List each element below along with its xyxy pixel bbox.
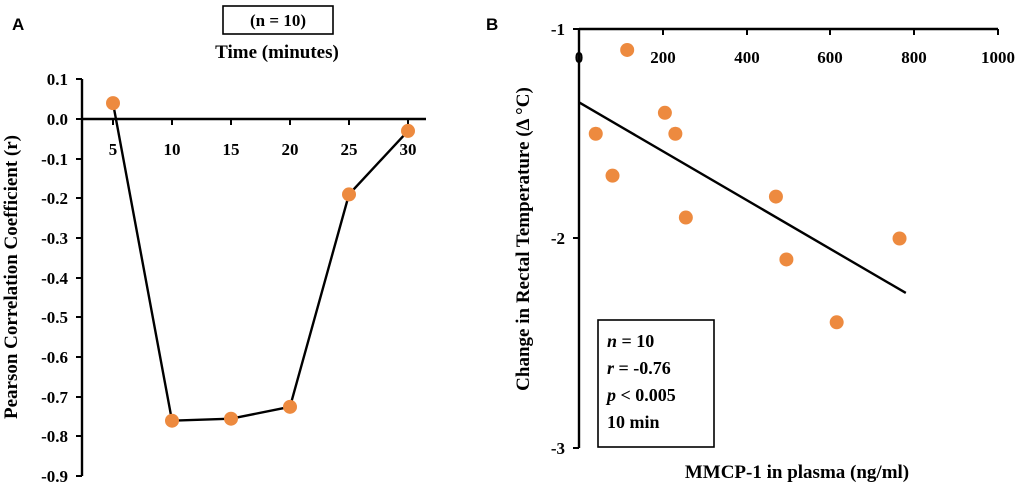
- panel-a-y-tick-label: -0.4: [41, 269, 68, 288]
- panel-a-y-tick-label: -0.6: [41, 348, 68, 367]
- panel-a-x-ticks: 5 10 15 20 25 30: [109, 119, 417, 159]
- panel-a-x-tick: 15: [223, 119, 240, 159]
- stat-r-value: = -0.76: [614, 358, 671, 378]
- panel-b-stats-frame: [597, 319, 715, 448]
- panel-b-data-point: [678, 210, 693, 225]
- panel-b-x-tick: 400: [734, 29, 760, 67]
- panel-b-y-tick-label: -3: [551, 439, 565, 458]
- panel-b-stats-box: n = 10 r = -0.76 p < 0.005 10 min: [597, 319, 715, 448]
- panel-a-y-tick-label: 0.0: [47, 110, 68, 129]
- panel-a-annotation-box: [222, 5, 334, 35]
- stat-p: p < 0.005: [605, 385, 676, 405]
- panel-a-y-tick: -0.1: [41, 150, 82, 169]
- panel-b-data-point: [605, 168, 620, 183]
- panel-a-y-tick: -0.3: [41, 229, 82, 248]
- panel-a-x-tick-label: 20: [282, 140, 299, 159]
- panel-a-data-point: [401, 123, 415, 138]
- panel-b-data-point: [657, 105, 672, 120]
- panel-b-y-tick-label: -1: [551, 20, 565, 39]
- panel-a-y-ticks: 0.1 0.0 -0.1 -0.2 -0.3 -0.4 -0.5 -0.6 -0…: [41, 70, 82, 486]
- panel-a-x-axis-title: Time (minutes): [215, 42, 339, 63]
- panel-a-y-tick: -0.2: [41, 189, 82, 208]
- panel-b-data-point: [892, 231, 907, 246]
- panel-b-y-tick: -3: [551, 439, 579, 458]
- panel-b-trend-line: [578, 101, 907, 295]
- stat-n-label: n: [607, 331, 617, 351]
- stat-r: r = -0.76: [607, 358, 671, 378]
- panel-b-x-tick-label: 200: [650, 48, 676, 67]
- panel-a-data-point: [106, 96, 120, 111]
- panel-b-x-tick: 800: [901, 29, 927, 67]
- panel-a-y-tick-label: -0.7: [41, 388, 68, 407]
- panel-b-data-point: [829, 315, 844, 330]
- panel-a-y-tick-label: -0.9: [41, 467, 68, 486]
- panel-b-x-tick-label: 1000: [981, 48, 1015, 67]
- panel-a-series-line: [111, 102, 409, 422]
- panel-a-y-tick-label: 0.1: [47, 70, 68, 89]
- panel-a-x-tick: 10: [164, 119, 181, 159]
- panel-a-letter: A: [12, 15, 24, 34]
- panel-a-x-tick-label: 30: [400, 140, 417, 159]
- panel-a-y-tick: -0.4: [41, 269, 82, 288]
- panel-a-y-tick-label: -0.5: [41, 308, 68, 327]
- panel-a-data-point: [224, 411, 238, 426]
- panel-a-y-tick: -0.7: [41, 388, 82, 407]
- panel-b-y-ticks: -1 -2 -3: [551, 20, 579, 458]
- panel-a-y-tick: -0.5: [41, 308, 82, 327]
- panel-a-y-tick-label: -0.1: [41, 150, 68, 169]
- panel-a-y-tick: -0.9: [41, 467, 82, 486]
- panel-b-series: [578, 42, 907, 330]
- stat-time: 10 min: [607, 412, 660, 432]
- panel-b-x-ticks: 0 200 400 600 800 1000: [575, 29, 1015, 67]
- panel-a-x-tick-label: 15: [223, 140, 240, 159]
- panel-a-y-tick: 0.0: [47, 110, 82, 129]
- panel-b-y-tick: -2: [551, 229, 579, 248]
- panel-a-y-tick: -0.6: [41, 348, 82, 367]
- panel-b: B Change in Rectal Temperature (Δ °C) -1…: [486, 15, 1015, 483]
- panel-b-y-tick-label: -2: [551, 229, 565, 248]
- panel-a-data-point: [342, 187, 356, 202]
- stat-p-label: p: [605, 385, 616, 405]
- panel-b-data-point: [668, 126, 683, 141]
- panel-b-letter: B: [486, 15, 498, 34]
- panel-a-y-tick: 0.1: [47, 70, 82, 89]
- stat-p-value: < 0.005: [616, 385, 676, 405]
- panel-b-data-point: [620, 42, 635, 57]
- panel-a-y-tick-label: -0.2: [41, 189, 68, 208]
- stat-r-label: r: [607, 358, 615, 378]
- panel-b-x-tick: 1000: [981, 29, 1015, 67]
- panel-a-data-point: [283, 399, 297, 414]
- panel-b-x-tick-label: 600: [817, 48, 843, 67]
- panel-b-x-tick-label: 800: [901, 48, 927, 67]
- panel-a-annotation: (n = 10): [250, 11, 306, 30]
- panel-b-x-axis-title: MMCP-1 in plasma (ng/ml): [685, 462, 909, 483]
- stat-n-value: = 10: [617, 331, 654, 351]
- panel-a-y-tick-label: -0.8: [41, 427, 68, 446]
- panel-b-x-tick: 200: [650, 29, 676, 67]
- panel-a: A (n = 10) Time (minutes) Pearson Correl…: [1, 5, 426, 486]
- panel-a-x-tick: 20: [282, 119, 299, 159]
- panel-a-x-tick-label: 25: [341, 140, 358, 159]
- panel-b-data-point: [768, 189, 783, 204]
- panel-b-y-tick: -1: [551, 20, 579, 39]
- panel-b-data-point: [588, 126, 603, 141]
- panel-a-x-tick: 25: [341, 119, 358, 159]
- panel-b-x-tick: 0: [575, 29, 584, 67]
- panel-a-y-tick: -0.8: [41, 427, 82, 446]
- panel-a-x-tick-label: 5: [109, 140, 118, 159]
- panel-b-x-tick-label: 0: [575, 48, 584, 67]
- panel-b-x-tick: 600: [817, 29, 843, 67]
- panel-a-y-axis-title: Pearson Correlation Coefficient (r): [1, 135, 22, 419]
- panel-b-x-tick-label: 400: [734, 48, 760, 67]
- panel-a-y-tick-label: -0.3: [41, 229, 68, 248]
- panel-a-data-point: [165, 413, 179, 428]
- panel-b-data-point: [779, 252, 794, 267]
- panel-a-series: [106, 96, 415, 428]
- panel-a-x-tick-label: 10: [164, 140, 181, 159]
- panel-b-y-axis-title: Change in Rectal Temperature (Δ °C): [513, 87, 534, 391]
- stat-n: n = 10: [607, 331, 654, 351]
- panel-a-x-tick: 5: [109, 119, 118, 159]
